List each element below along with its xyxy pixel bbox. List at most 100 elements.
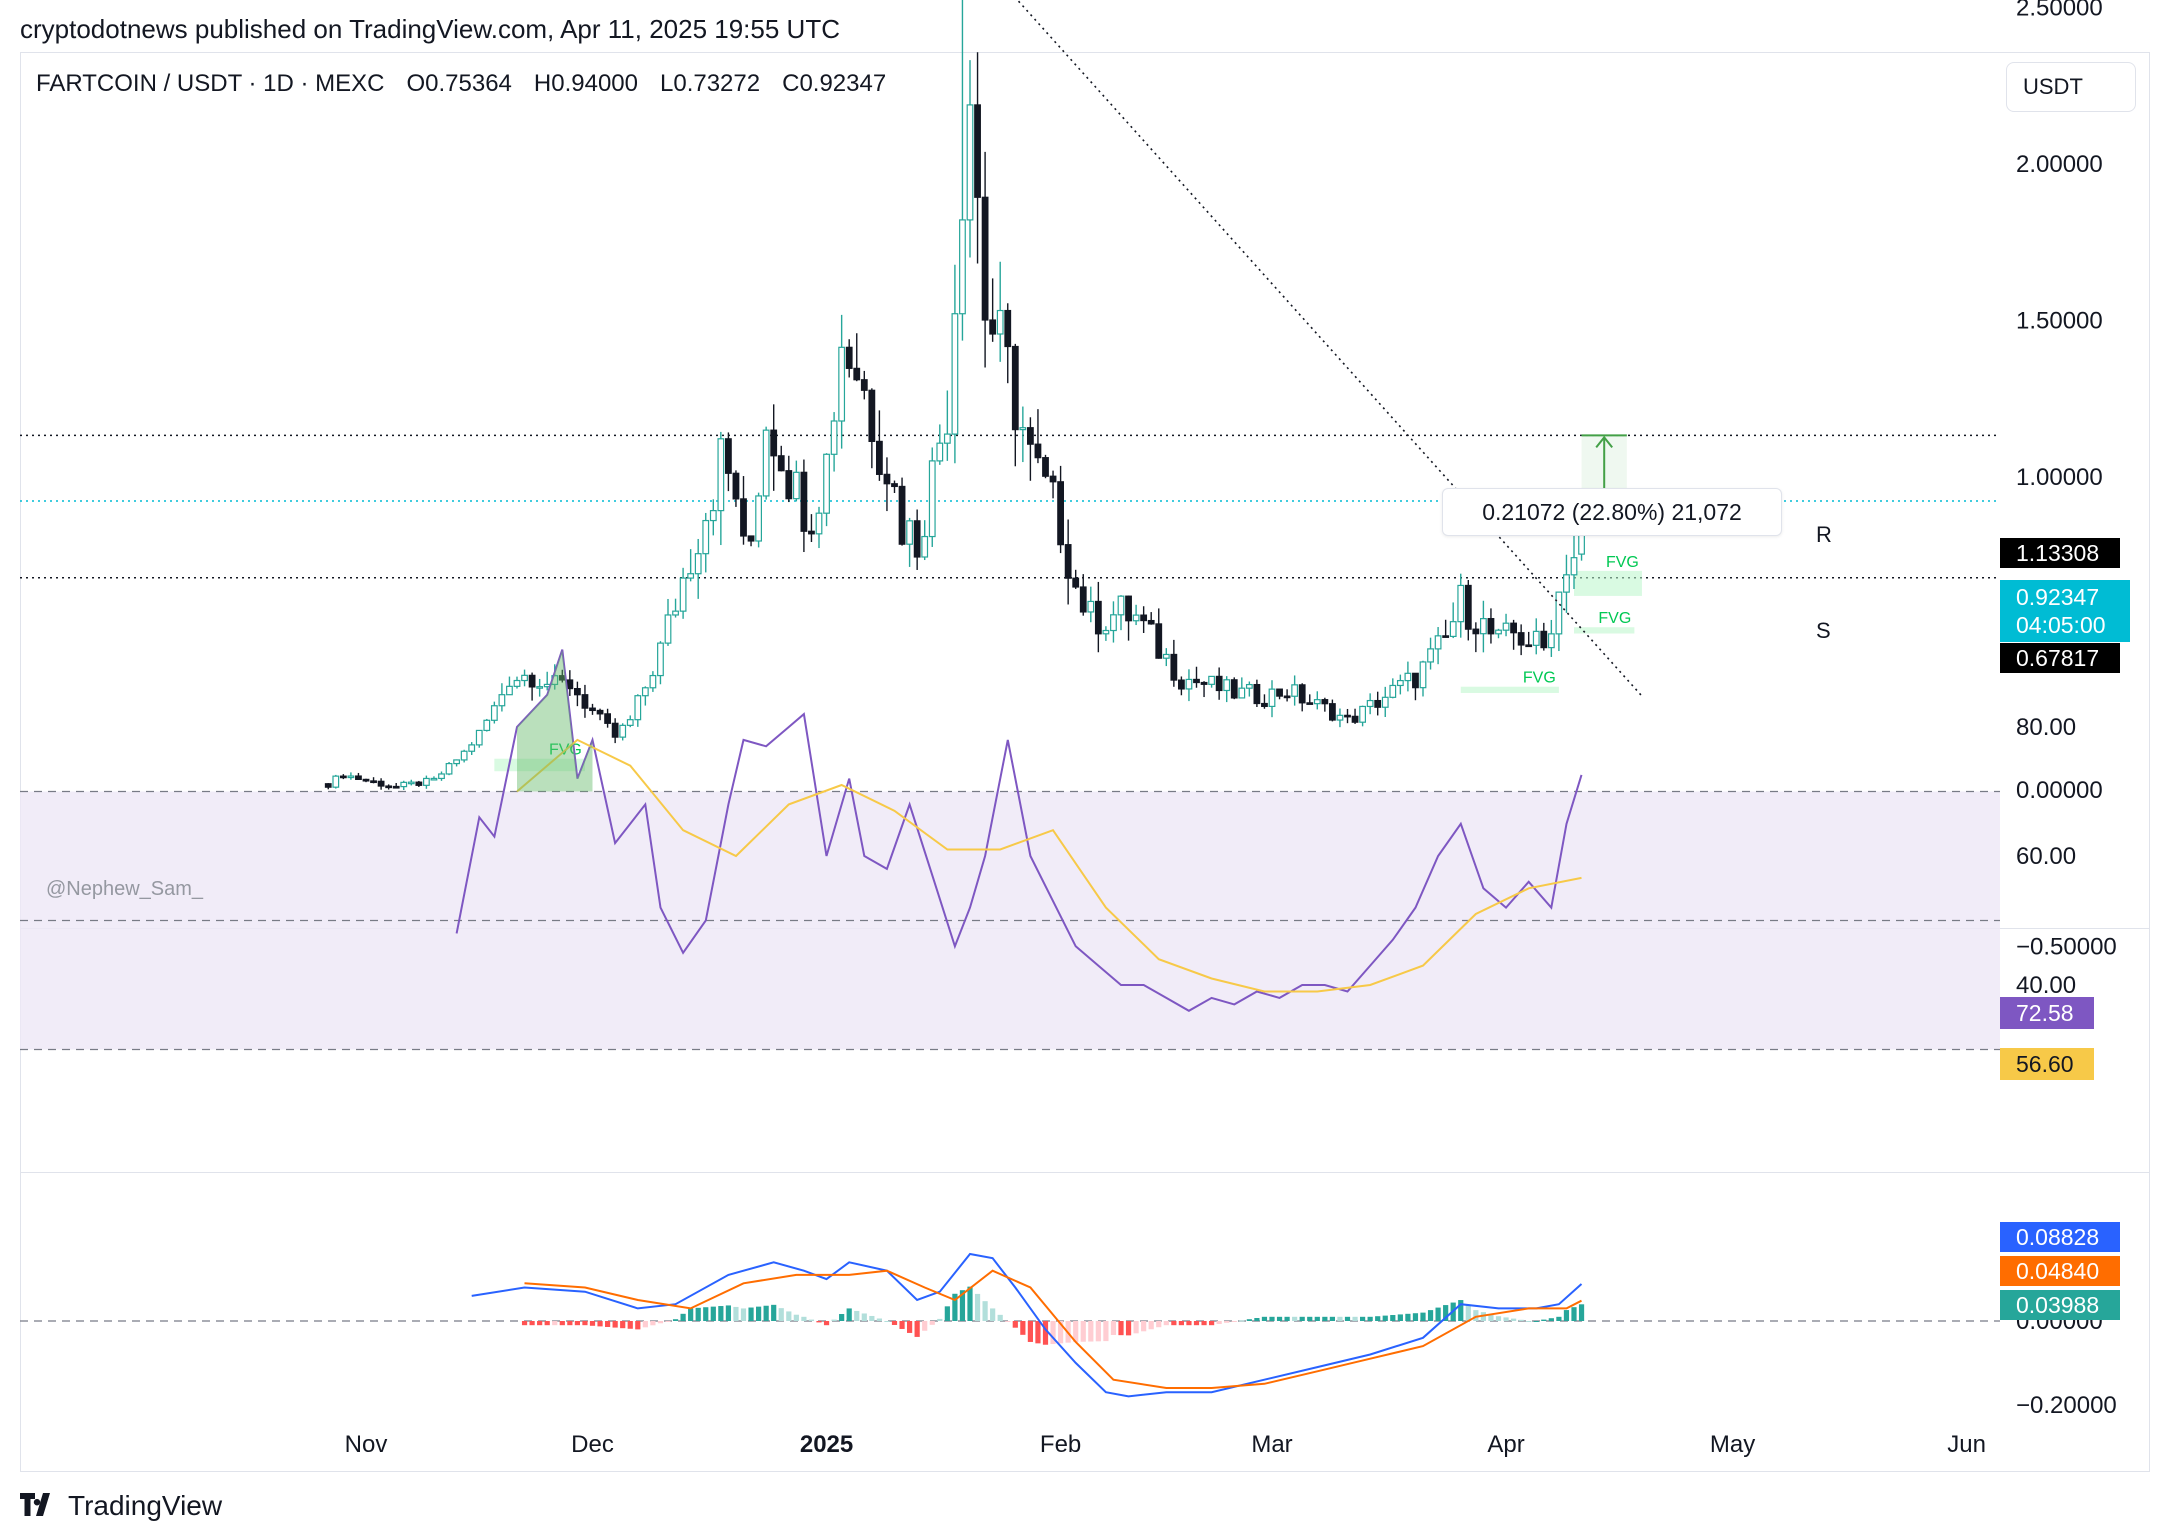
currency-button[interactable]: USDT [2006, 62, 2136, 112]
time-axis-tick: May [1710, 1431, 1755, 1458]
macd-hist-bar [959, 1290, 966, 1321]
macd-hist-bar [612, 1321, 618, 1328]
macd-hist-bar [642, 1321, 648, 1328]
candle-body [415, 781, 423, 786]
macd-hist-bar [1344, 1316, 1351, 1321]
candle-body [1177, 679, 1185, 690]
candle-body [483, 719, 491, 732]
candle-body [777, 455, 785, 472]
symbol-title[interactable]: FARTCOIN / USDT · 1D · MEXC [36, 70, 385, 97]
signal-line [524, 1269, 1582, 1389]
macd-hist-bar [869, 1315, 875, 1321]
macd-hist-bar [929, 1321, 935, 1325]
candle-body [1125, 595, 1132, 622]
candle-body [943, 433, 951, 444]
candle-body [1011, 345, 1019, 431]
candle-body [664, 614, 672, 644]
macd-hist-bar [1352, 1316, 1358, 1321]
macd-hist-bar [1443, 1305, 1449, 1321]
macd-hist-bar [1284, 1316, 1290, 1321]
macd-hist-bar [1020, 1321, 1026, 1335]
candle-body [513, 679, 521, 687]
candle-body [528, 674, 536, 688]
measure-arrow-head [1595, 435, 1613, 448]
rsi-axis-tick: 60.00 [2016, 843, 2076, 870]
candle-body [619, 724, 627, 738]
candle-body [1540, 630, 1548, 649]
candle-body [1261, 702, 1268, 708]
candle-body [845, 346, 853, 369]
fvg-zone [1574, 627, 1635, 634]
macd-hist-bar [1088, 1321, 1094, 1342]
price-axis-tick: 1.50000 [2016, 308, 2103, 335]
candle-body [1253, 683, 1261, 705]
candle-body [490, 705, 498, 721]
macd-hist-bar [1578, 1304, 1585, 1321]
macd-hist-bar [1337, 1316, 1343, 1321]
time-axis-tick: Nov [345, 1431, 388, 1458]
macd-hist-bar [1156, 1321, 1162, 1328]
candle-body [1042, 457, 1049, 477]
candle-body [498, 694, 506, 707]
chart-frame [20, 52, 2150, 1472]
macd-hist-bar [559, 1321, 565, 1326]
candle-body [974, 104, 981, 198]
candle-body [1102, 629, 1110, 635]
macd-hist-bar [1299, 1316, 1305, 1321]
candle-body [339, 775, 347, 779]
candle-body [573, 687, 581, 696]
candle-body [1570, 557, 1578, 576]
time-axis-tick: 2025 [800, 1431, 853, 1458]
symbol-info: FARTCOIN / USDT · 1D · MEXC O0.75364 H0.94… [36, 70, 908, 98]
macd-hist-bar [597, 1321, 603, 1327]
candle-body [860, 379, 868, 391]
candle-body [928, 460, 936, 538]
candle-body [1487, 618, 1495, 635]
macd-hist-bar [1027, 1321, 1033, 1342]
candle-body [1464, 584, 1472, 630]
macd-hist-bar [1420, 1312, 1426, 1321]
macd-hist-bar [1292, 1316, 1298, 1321]
candle-body [407, 781, 415, 785]
macd-hist-bar [582, 1321, 588, 1326]
macd-hist-bar [1050, 1321, 1056, 1345]
macd-hist-bar [823, 1321, 830, 1326]
candle-body [1147, 619, 1155, 625]
ohlc-open: O0.75364 [406, 70, 512, 97]
macd-hist-bar [1276, 1316, 1283, 1321]
macd-hist-bar [672, 1319, 679, 1321]
candle-body [1019, 427, 1027, 431]
candle-body [913, 520, 921, 558]
pane-separator-macd[interactable] [20, 1172, 2150, 1173]
tradingview-logo[interactable]: TradingView [20, 1490, 222, 1522]
candle-body [672, 610, 679, 616]
candle-body [1132, 614, 1140, 622]
rsi-axis-tick: 80.00 [2016, 714, 2076, 741]
macd-hist-bar [1405, 1313, 1411, 1321]
rsi-ma-value-tag: 56.60 [2000, 1048, 2094, 1080]
candle-body [1502, 622, 1510, 631]
candle-body [1449, 621, 1457, 638]
macd-hist-bar [688, 1308, 694, 1321]
candle-body [1442, 635, 1450, 638]
candle-body [959, 219, 966, 315]
candle-body [921, 535, 929, 558]
candle-body [332, 775, 340, 788]
candle-body [377, 780, 385, 787]
macd-hist-bar [733, 1306, 739, 1321]
candle-body [1298, 684, 1306, 704]
macd-hist-bar [1548, 1318, 1554, 1321]
macd-hist-bar [1390, 1315, 1396, 1321]
macd-hist-bar [574, 1321, 580, 1326]
macd-hist-bar [1201, 1321, 1207, 1326]
candle-body [385, 785, 393, 789]
rsi-line [455, 649, 1583, 1012]
candle-body [1034, 443, 1042, 459]
candle-body [1321, 699, 1329, 705]
candle-body [1057, 481, 1065, 546]
candle-body [468, 744, 476, 752]
macd-hist-bar [1118, 1321, 1124, 1336]
macd-hist-bar [771, 1304, 777, 1321]
macd-hist-bar [1435, 1307, 1441, 1321]
